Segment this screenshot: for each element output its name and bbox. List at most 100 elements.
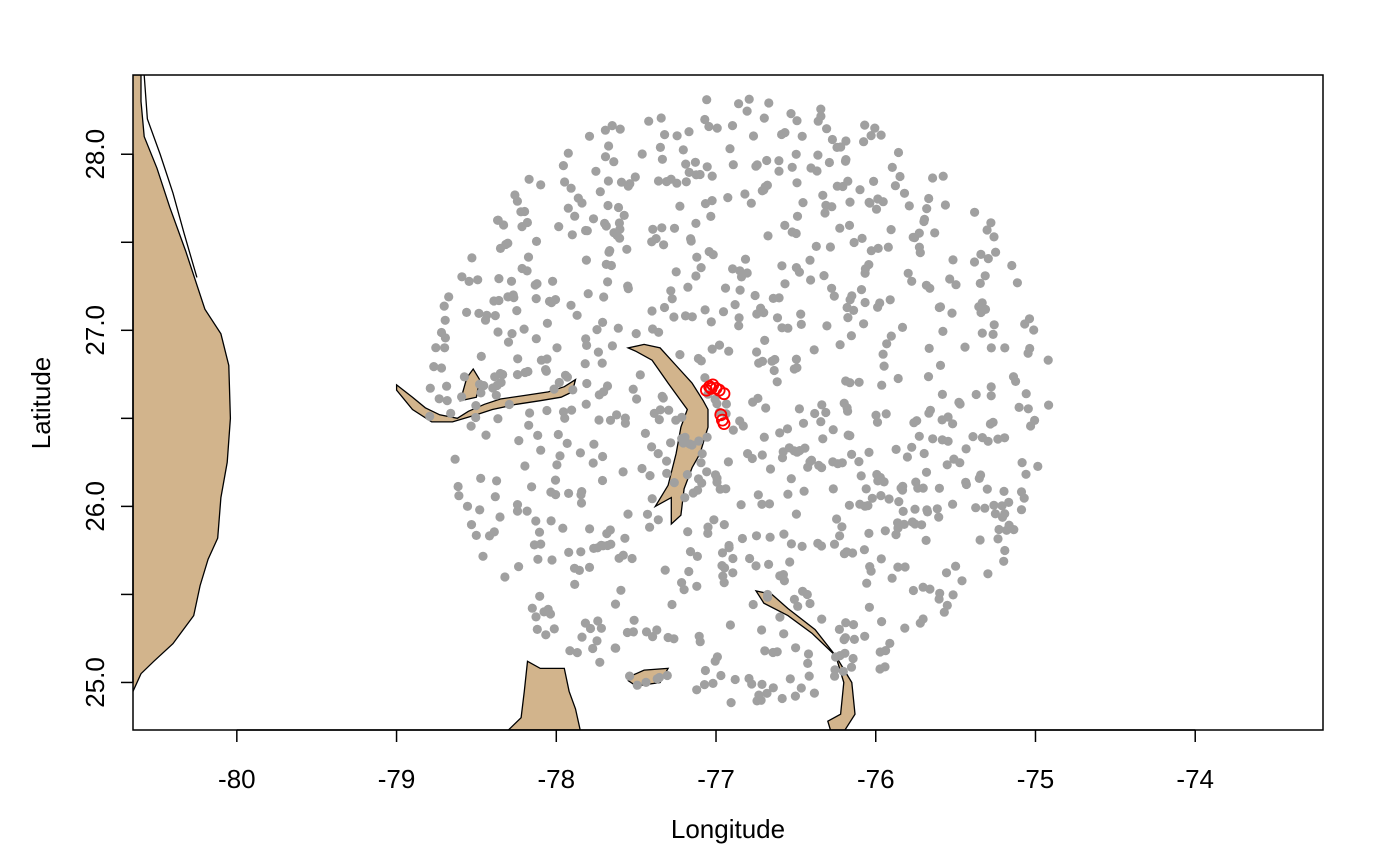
- grey-location-point: [628, 384, 638, 394]
- grey-location-point: [491, 390, 501, 400]
- grey-location-point: [536, 355, 547, 365]
- grey-location-point: [717, 561, 727, 571]
- grey-location-point: [769, 365, 779, 376]
- grey-location-point: [909, 418, 919, 428]
- grey-location-point: [835, 223, 845, 233]
- grey-location-point: [524, 420, 534, 430]
- grey-location-point: [786, 539, 797, 549]
- grey-location-point: [754, 358, 764, 368]
- grey-location-point: [614, 218, 625, 228]
- grey-location-point: [542, 405, 552, 416]
- grey-location-point: [640, 428, 651, 438]
- grey-location-point: [601, 221, 611, 231]
- grey-location-point: [547, 555, 557, 565]
- red-location-point: [717, 387, 731, 401]
- grey-location-point: [683, 527, 693, 537]
- grey-location-point: [740, 189, 750, 199]
- grey-location-point: [580, 359, 590, 369]
- grey-location-point: [811, 241, 821, 251]
- grey-location-point: [482, 310, 492, 320]
- grey-location-point: [752, 347, 762, 357]
- grey-location-point: [783, 323, 793, 333]
- grey-location-point: [809, 688, 820, 698]
- y-tick-label: 26.0: [80, 481, 110, 532]
- grey-location-point: [541, 630, 551, 640]
- grey-location-point: [704, 121, 714, 132]
- grey-location-point: [881, 409, 891, 419]
- grey-location-point: [567, 230, 577, 240]
- grey-location-point: [1029, 325, 1039, 335]
- grey-location-point: [849, 237, 859, 248]
- grey-location-point: [782, 424, 793, 434]
- grey-location-point: [843, 406, 853, 416]
- grey-location-point: [827, 283, 837, 293]
- grey-location-point: [940, 200, 951, 210]
- grey-location-point: [522, 266, 532, 276]
- grey-location-point: [820, 208, 830, 218]
- grey-location-point: [434, 394, 444, 404]
- grey-location-point: [932, 504, 942, 514]
- grey-location-point: [581, 399, 591, 409]
- grey-location-point: [948, 255, 958, 265]
- grey-location-point: [484, 531, 495, 541]
- grey-location-point: [805, 598, 815, 609]
- grey-location-point: [727, 121, 738, 131]
- grey-location-point: [1021, 389, 1031, 399]
- grey-location-point: [822, 124, 832, 134]
- grey-location-point: [700, 665, 711, 676]
- x-axis-title: Longitude: [671, 814, 785, 844]
- grey-location-point: [440, 315, 450, 325]
- grey-location-point: [765, 464, 776, 474]
- grey-location-point: [828, 484, 838, 494]
- grey-location-point: [641, 677, 651, 688]
- grey-location-point: [531, 294, 541, 304]
- grey-location-point: [584, 562, 595, 573]
- grey-location-point: [937, 435, 947, 445]
- grey-location-point: [761, 403, 771, 413]
- grey-location-point: [614, 553, 624, 563]
- grey-location-point: [828, 425, 838, 435]
- grey-location-point: [457, 392, 467, 402]
- grey-location-point: [504, 399, 514, 410]
- grey-location-point: [641, 627, 652, 637]
- grey-location-point: [466, 520, 477, 530]
- eleuthera-land: [754, 589, 856, 730]
- grey-location-point: [493, 414, 503, 424]
- grey-location-point: [809, 345, 819, 355]
- grey-location-point: [924, 343, 934, 353]
- grey-location-point: [700, 373, 710, 383]
- grey-location-point: [514, 436, 524, 446]
- grey-location-point: [730, 300, 740, 310]
- grey-location-point: [752, 309, 762, 319]
- grey-location-point: [928, 434, 938, 444]
- grey-location-point: [969, 257, 980, 267]
- grey-location-point: [961, 444, 971, 454]
- grey-location-point: [764, 559, 774, 570]
- grey-location-point: [506, 276, 517, 286]
- grey-location-point: [436, 327, 447, 338]
- grey-location-point: [846, 662, 857, 672]
- grey-location-point: [457, 272, 467, 282]
- grey-location-point: [702, 162, 712, 172]
- grey-location-point: [730, 674, 740, 685]
- grey-location-point: [1023, 404, 1033, 414]
- grey-location-point: [616, 585, 626, 595]
- grey-location-point: [975, 278, 985, 288]
- grey-location-point: [893, 562, 903, 572]
- grey-location-point: [662, 468, 672, 478]
- grey-location-point: [871, 204, 882, 214]
- grey-location-point: [619, 210, 629, 220]
- grey-location-point: [551, 490, 561, 500]
- grey-location-point: [476, 473, 486, 483]
- grey-location-point: [473, 275, 483, 285]
- grey-location-point: [464, 276, 474, 286]
- grey-location-point: [804, 671, 814, 681]
- grey-location-point: [970, 207, 980, 217]
- grey-location-point: [805, 457, 815, 467]
- grey-location-point: [855, 499, 865, 509]
- grey-location-point: [576, 547, 586, 557]
- grey-location-point: [548, 276, 558, 286]
- grey-location-point: [459, 372, 469, 382]
- grey-location-point: [531, 612, 541, 622]
- grey-location-point: [772, 377, 782, 387]
